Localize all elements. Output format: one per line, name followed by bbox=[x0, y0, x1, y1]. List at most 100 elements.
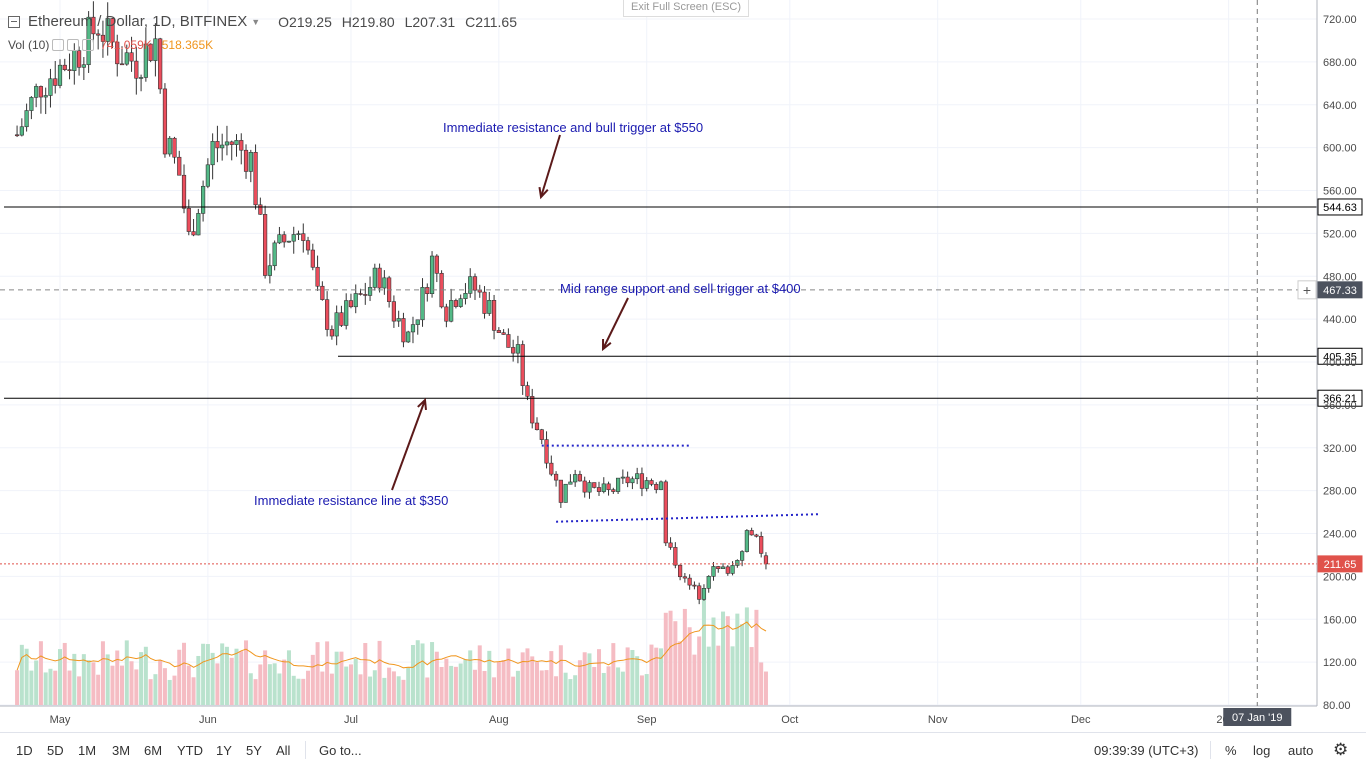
volume-bar bbox=[639, 675, 644, 705]
timeframe-1y[interactable]: 1Y bbox=[216, 743, 232, 758]
x-tick-label: Aug bbox=[489, 714, 509, 726]
candle-body bbox=[587, 482, 592, 493]
price-chart[interactable]: 544.63 467.33 +405.35 366.21 211.65 Immediat… bbox=[0, 0, 1366, 732]
volume-bar bbox=[701, 590, 706, 705]
candle-body bbox=[239, 140, 244, 151]
timeframe-ytd[interactable]: YTD bbox=[177, 743, 203, 758]
x-tick-label: Jun bbox=[199, 714, 217, 726]
candle-body bbox=[153, 38, 158, 61]
volume-bar bbox=[668, 610, 673, 705]
candle-body bbox=[525, 385, 530, 397]
candle-body bbox=[487, 300, 492, 314]
volume-bar bbox=[587, 653, 592, 705]
y-tick-label: 640.00 bbox=[1323, 100, 1357, 112]
volume-bar bbox=[611, 643, 616, 705]
goto-button[interactable]: Go to... bbox=[319, 743, 362, 758]
y-tick-label: 480.00 bbox=[1323, 271, 1357, 283]
candle-body bbox=[520, 344, 525, 386]
exit-fullscreen-button[interactable]: Exit Full Screen (ESC) bbox=[623, 0, 749, 17]
chevron-down-icon[interactable]: ▼ bbox=[251, 16, 261, 27]
candle-body bbox=[582, 480, 587, 493]
candle-body bbox=[682, 576, 687, 579]
volume-bar bbox=[344, 666, 349, 705]
volume-bar bbox=[43, 672, 48, 705]
volume-bar bbox=[415, 640, 420, 705]
timeframe-1d[interactable]: 1D bbox=[16, 743, 33, 758]
volume-bar bbox=[697, 636, 702, 705]
clock-time[interactable]: 09:39:39 (UTC+3) bbox=[1094, 743, 1199, 758]
y-tick-label: 120.00 bbox=[1323, 657, 1357, 669]
close-icon[interactable] bbox=[82, 39, 95, 51]
volume-bar bbox=[582, 652, 587, 705]
volume-bar bbox=[601, 672, 606, 705]
volume-bar bbox=[425, 677, 430, 705]
gear-icon[interactable]: ⚙ bbox=[1333, 740, 1349, 759]
candle-body bbox=[596, 487, 602, 492]
auto-toggle[interactable]: auto bbox=[1288, 743, 1314, 758]
candle-body bbox=[539, 429, 544, 440]
volume-bar bbox=[291, 675, 296, 705]
volume-bar bbox=[244, 640, 249, 705]
candle-body bbox=[220, 144, 225, 149]
volume-bar bbox=[267, 664, 272, 705]
volume-bar bbox=[530, 656, 535, 705]
candle-body bbox=[105, 18, 110, 42]
volume-bar bbox=[472, 669, 477, 705]
candle-body bbox=[258, 204, 263, 215]
timeframe-6m[interactable]: 6M bbox=[144, 743, 163, 758]
log-toggle[interactable]: log bbox=[1253, 743, 1271, 758]
volume-bar bbox=[353, 658, 358, 705]
candle-body bbox=[43, 95, 48, 98]
settings-icon[interactable] bbox=[67, 39, 80, 51]
y-tick-label: 280.00 bbox=[1323, 486, 1357, 498]
candle-body bbox=[224, 141, 230, 146]
volume-bar bbox=[86, 660, 91, 705]
volume-bar bbox=[659, 648, 664, 705]
volume-bar bbox=[721, 611, 726, 705]
volume-bar bbox=[167, 679, 172, 705]
y-tick-label: 200.00 bbox=[1323, 571, 1357, 583]
timeframe-5y[interactable]: 5Y bbox=[246, 743, 262, 758]
volume-bar bbox=[110, 665, 115, 705]
volume-bar bbox=[439, 666, 444, 705]
collapse-icon[interactable] bbox=[8, 15, 20, 28]
volume-bar bbox=[105, 654, 110, 705]
timeframe-1m[interactable]: 1M bbox=[78, 743, 97, 758]
candle-body bbox=[401, 318, 406, 343]
volume-bar bbox=[19, 644, 24, 705]
candle-body bbox=[62, 64, 67, 70]
candle-body bbox=[363, 294, 368, 296]
volume-bar bbox=[763, 671, 768, 705]
candle-body bbox=[725, 566, 730, 574]
candle-body bbox=[453, 300, 459, 307]
volume-bar bbox=[492, 677, 497, 705]
x-tick-label: Sep bbox=[637, 714, 657, 726]
candle-body bbox=[296, 233, 301, 236]
candle-body bbox=[472, 276, 478, 291]
volume-bar bbox=[258, 664, 263, 705]
volume-bar bbox=[387, 667, 392, 705]
volume-bar bbox=[325, 641, 330, 705]
candle-body bbox=[339, 312, 344, 326]
volume-bar bbox=[158, 660, 163, 705]
volume-bar bbox=[320, 671, 325, 705]
candle-body bbox=[415, 319, 420, 325]
volume-bar bbox=[477, 645, 482, 705]
eye-icon[interactable] bbox=[52, 39, 65, 51]
volume-bar bbox=[673, 621, 678, 705]
candle-body bbox=[310, 249, 315, 268]
volume-bar bbox=[38, 641, 43, 705]
symbol-title[interactable]: Ethereum / Dollar, 1D, BITFINEX bbox=[28, 13, 248, 30]
volume-bar bbox=[749, 647, 754, 705]
candle-body bbox=[115, 41, 120, 65]
timeframe-5d[interactable]: 5D bbox=[47, 743, 64, 758]
candle-body bbox=[38, 86, 44, 98]
x-tick-label: Jul bbox=[344, 714, 358, 726]
percent-toggle[interactable]: % bbox=[1225, 743, 1237, 758]
candle-body bbox=[215, 141, 220, 149]
candle-body bbox=[138, 77, 144, 79]
timeframe-3m[interactable]: 3M bbox=[112, 743, 131, 758]
timeframe-all[interactable]: All bbox=[276, 743, 291, 758]
volume-bar bbox=[549, 651, 554, 705]
volume-bar bbox=[396, 676, 401, 705]
